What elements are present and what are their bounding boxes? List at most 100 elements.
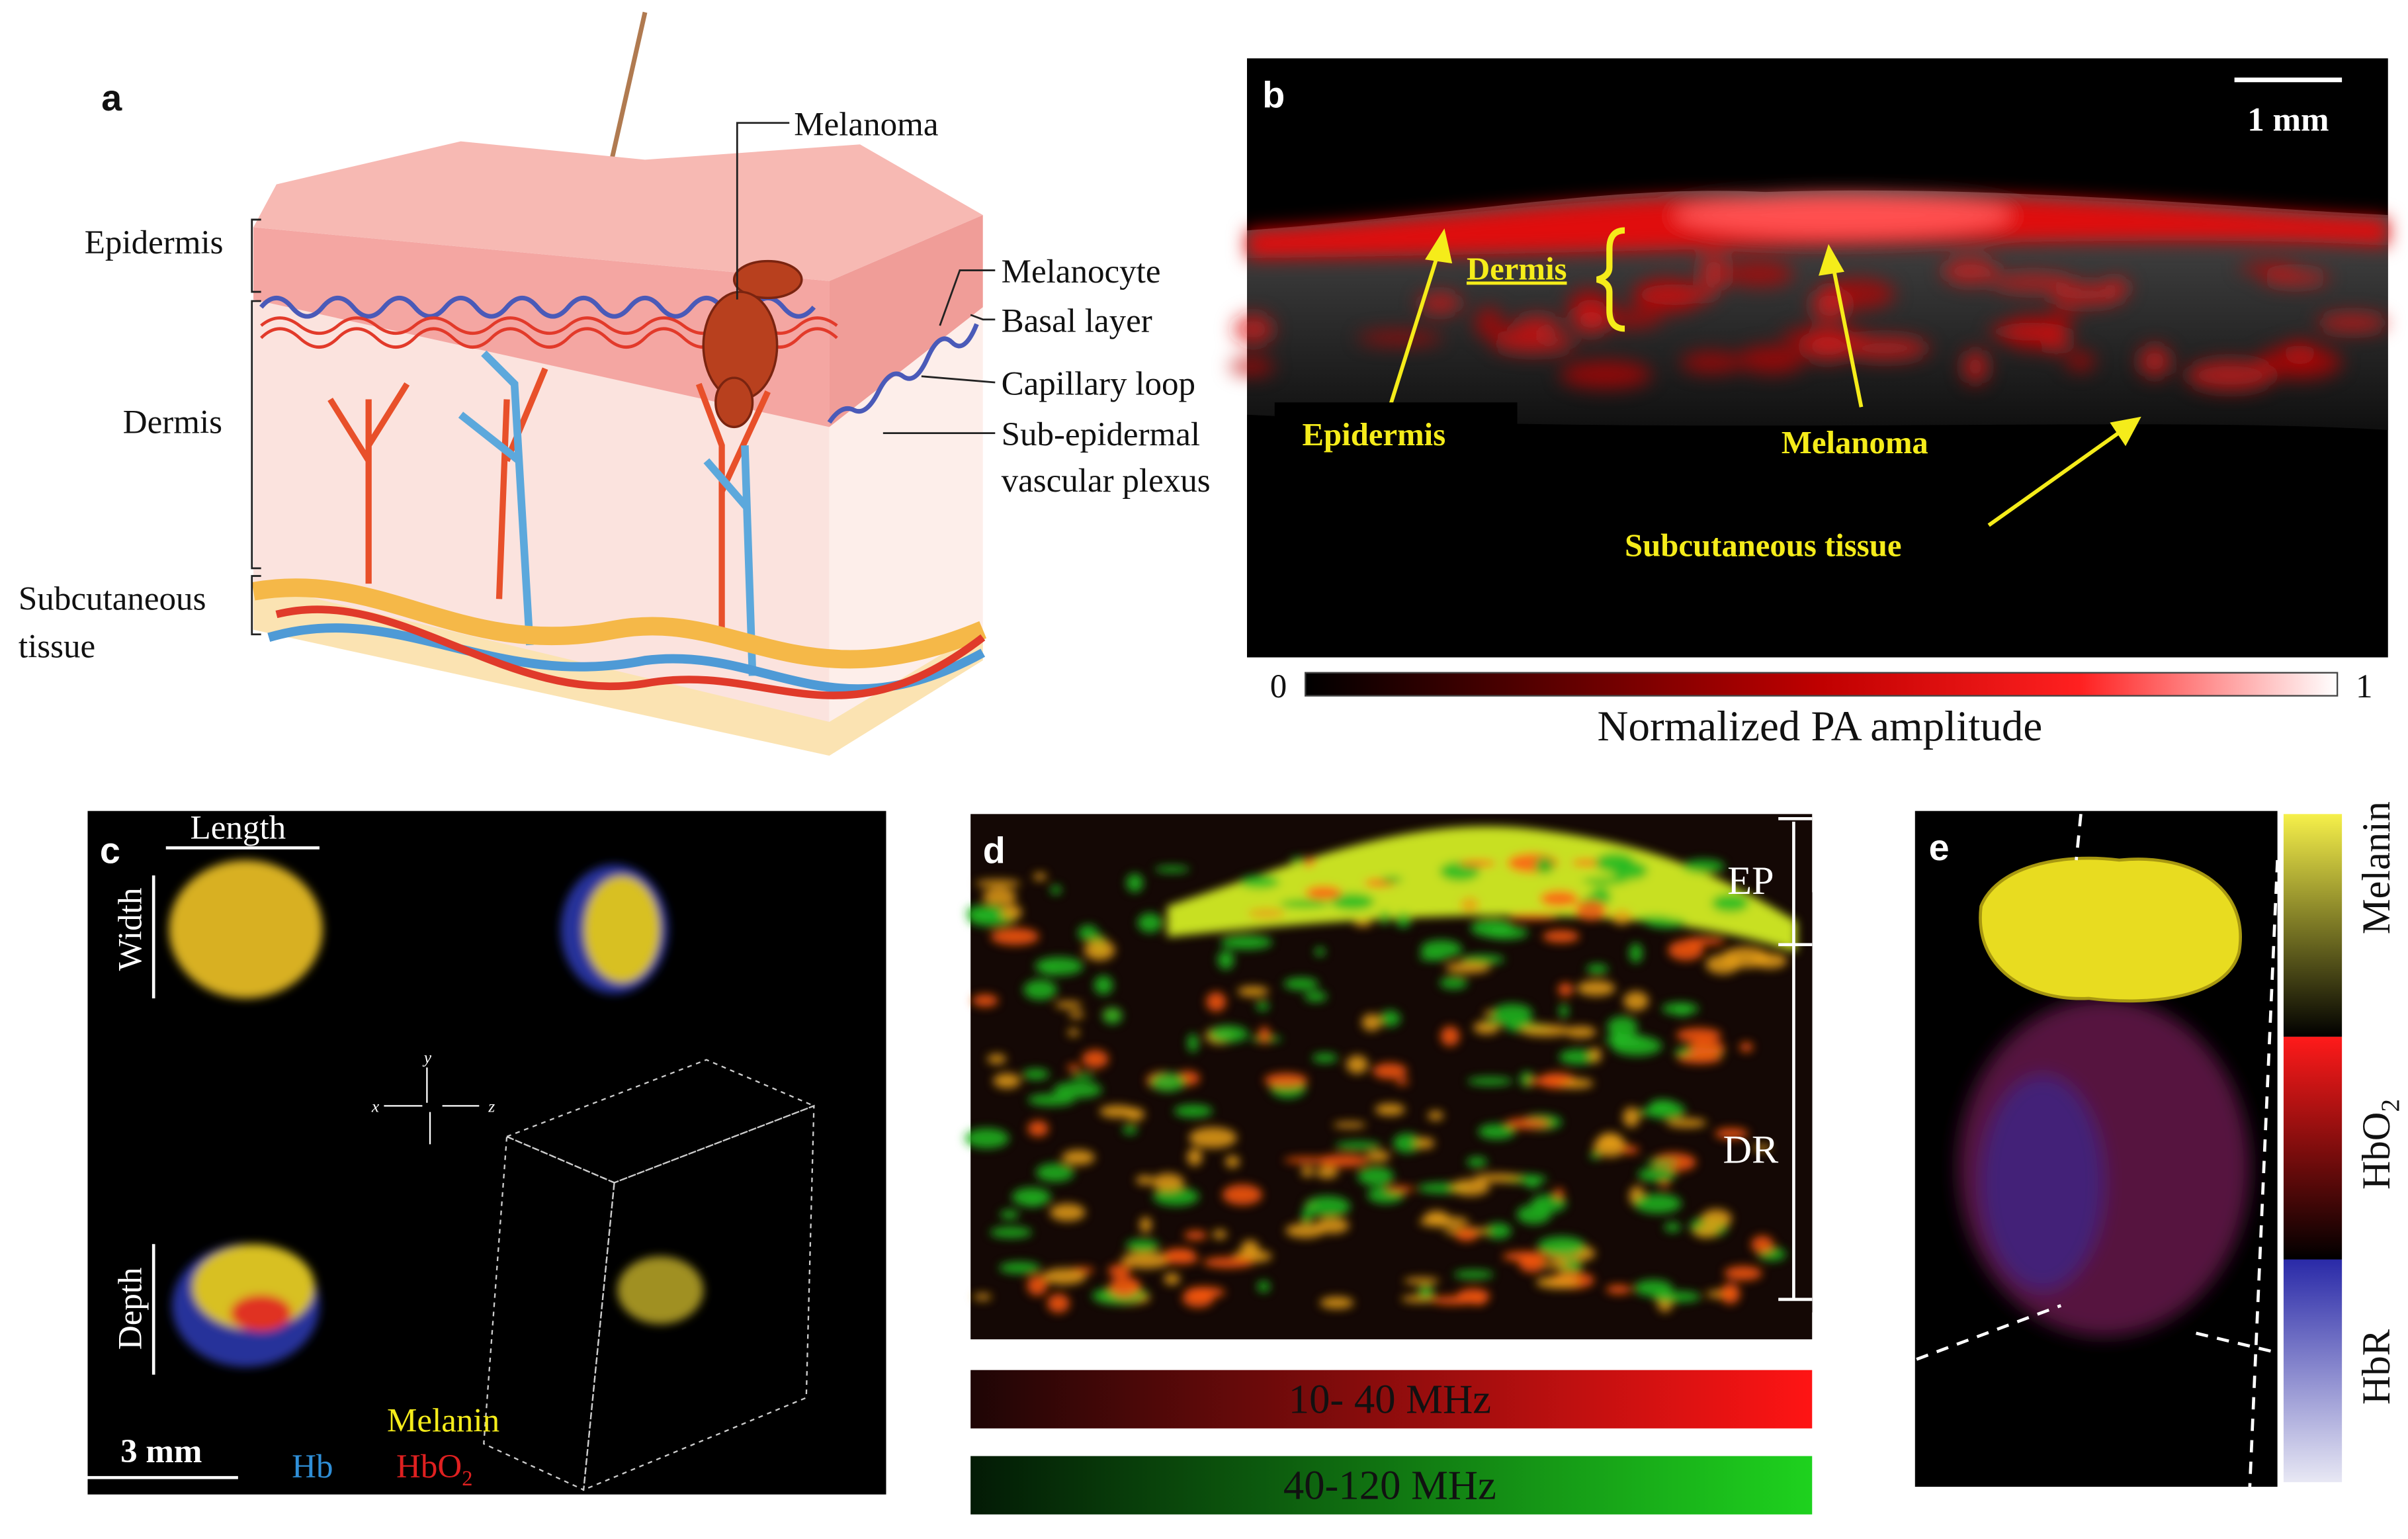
colorbar-label-sub: 2 <box>2376 1099 2405 1112</box>
vessel-speckle <box>1473 1173 1522 1182</box>
hbr-haze <box>1981 1075 2104 1290</box>
vessel-speckle <box>1109 1276 1140 1298</box>
vessel-speckle <box>1237 986 1269 997</box>
arrow-head <box>1425 228 1453 264</box>
vein <box>458 350 757 676</box>
pa-speckle <box>1572 304 1611 335</box>
vessel-speckle <box>1256 1001 1269 1011</box>
vessel-speckle <box>999 1262 1041 1274</box>
legend-hb: Hb <box>292 1448 333 1485</box>
vessel-speckle <box>1290 857 1308 864</box>
vessel-speckle <box>1554 1188 1564 1200</box>
vessel-speckle <box>1473 1295 1486 1305</box>
pa-speckle <box>1942 257 1999 285</box>
panel-e: e Melanin HbO2 HbR <box>1914 801 2405 1487</box>
vessel-speckle <box>1395 1078 1410 1085</box>
vessel-speckle <box>1478 1123 1516 1139</box>
vessel-speckle <box>1222 1184 1263 1206</box>
vessel-speckle <box>1418 1285 1434 1298</box>
colorbar <box>1305 672 2339 697</box>
vessel-speckle <box>1470 918 1514 938</box>
skin-top <box>253 141 983 281</box>
vessel-speckle <box>1598 1132 1623 1149</box>
pa-speckle <box>2186 359 2275 391</box>
dimension-label: Length <box>191 809 286 846</box>
pa-speckle <box>1724 261 1794 286</box>
vessel-speckle <box>1047 1294 1070 1313</box>
3d-box <box>483 1059 816 1491</box>
vessel-speckle <box>1621 1145 1639 1154</box>
box-face <box>582 1104 815 1491</box>
vessel-speckle <box>1455 1228 1479 1241</box>
artery <box>327 367 771 630</box>
legend-hbo2-main: HbO <box>396 1448 462 1485</box>
vessel-speckle <box>1084 939 1115 961</box>
leader-line <box>939 269 996 326</box>
vessel-speckle <box>1662 1002 1699 1015</box>
label: Subcutaneous <box>19 580 206 618</box>
pa-speckle <box>2260 270 2329 286</box>
vessel-speckle <box>1375 1103 1406 1116</box>
vessel-speckle <box>1381 876 1403 883</box>
vessel-speckle <box>1102 1007 1123 1024</box>
vessel-speckle <box>972 994 998 1007</box>
pa-speckle <box>2066 351 2095 371</box>
vessel-speckle <box>1023 979 1057 1000</box>
pa-speckle <box>1418 292 1462 314</box>
band-bar-high <box>970 1456 1813 1515</box>
vessel-speckle <box>1606 1284 1632 1294</box>
colorbar-hbr <box>2283 1259 2343 1483</box>
legend-melanin: Melanin <box>387 1402 499 1440</box>
vessel-speckle <box>1460 954 1505 965</box>
vessel-speckle <box>1752 1144 1772 1151</box>
panel-letter: a <box>101 77 122 118</box>
colorbar-label: HbO2 <box>2354 1099 2405 1190</box>
vessel-speckle <box>1152 1187 1199 1206</box>
vessel-speckle <box>1239 875 1280 889</box>
vessel-speckle <box>1467 1077 1513 1086</box>
arrow <box>1388 245 1443 408</box>
vessel-speckle <box>1535 1276 1580 1289</box>
vessel-speckle <box>1108 1264 1131 1278</box>
pa-speckle <box>2138 345 2171 378</box>
deep-vein <box>267 623 986 694</box>
vessel-speckle <box>1372 1063 1408 1079</box>
vessel-speckle <box>1301 1166 1314 1177</box>
vessel-speckle <box>964 1128 1010 1149</box>
vessel-speckle <box>1361 1014 1382 1032</box>
dashed-edge <box>2248 859 2279 1487</box>
panel-letter: b <box>1262 74 1285 115</box>
vessel-speckle <box>1182 1288 1215 1308</box>
vessel-speckle <box>1526 1078 1570 1085</box>
panel-b: b 1 mm Dermis Epidermis Melanoma Subcuta… <box>1229 58 2388 750</box>
melanoma-signal <box>1674 193 2012 237</box>
vessel-speckle <box>1365 1150 1391 1162</box>
pa-speckle <box>2257 345 2342 380</box>
axis-glyph <box>384 1067 480 1145</box>
vessel-speckle <box>1279 899 1330 908</box>
vessel-speckle <box>1539 890 1578 907</box>
scale-label: 3 mm <box>120 1432 202 1470</box>
vessel-speckle <box>1067 1028 1080 1037</box>
pa-speckle <box>1738 345 1806 374</box>
vessel-speckle <box>1595 852 1635 873</box>
vessel-speckle <box>1054 1001 1082 1009</box>
vessel-speckle <box>1701 1209 1732 1228</box>
colorbar-melanin <box>2283 814 2343 1037</box>
pa-speckle <box>1475 307 1504 339</box>
dashed-edge <box>1916 1303 2062 1361</box>
vessel-speckle <box>1225 1155 1240 1168</box>
depth-markers <box>1778 816 1813 1301</box>
vessel-speckle <box>1217 950 1234 970</box>
vessel-speckle <box>1061 1149 1096 1165</box>
label: Melanoma <box>794 105 938 143</box>
pa-speckle <box>1840 336 1930 361</box>
vessel-speckle <box>1611 909 1632 925</box>
vessel-speckle <box>1203 1256 1254 1268</box>
outline <box>1916 814 2279 1487</box>
panel-a: a Melanoma Epidermis Melanocyte Basal la… <box>19 11 1211 756</box>
front-view-hbo2 <box>230 1294 292 1332</box>
vessel-speckle <box>1403 1277 1440 1285</box>
